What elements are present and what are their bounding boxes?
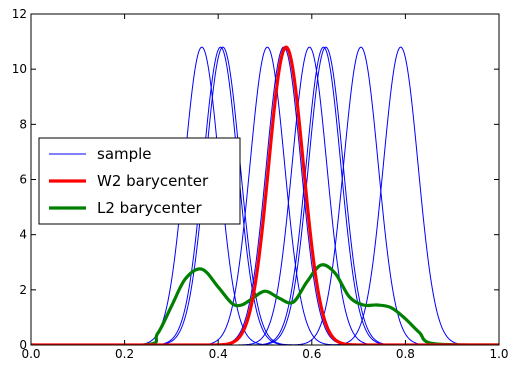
legend-label-2: W2 barycenter bbox=[97, 172, 209, 190]
l2-barycenter-line bbox=[31, 263, 499, 345]
sample-curve-8 bbox=[31, 46, 499, 345]
axis-ticks: 0.0 0.2 0.4 0.6 0.8 1.0 0 2 4 6 8 10 12 bbox=[12, 7, 509, 361]
sample-curve-6 bbox=[31, 46, 499, 345]
legend: sample W2 barycenter L2 barycenter bbox=[38, 137, 241, 225]
y-tick-label: 12 bbox=[12, 7, 27, 21]
legend-label-1: sample bbox=[97, 145, 152, 163]
x-tick-label: 1.0 bbox=[489, 347, 508, 361]
y-tick-label: 6 bbox=[19, 173, 27, 187]
x-tick-label: 0.2 bbox=[115, 347, 134, 361]
sample-curve-4 bbox=[31, 46, 499, 345]
y-tick-label: 2 bbox=[19, 283, 27, 297]
y-tick-label: 0 bbox=[19, 338, 27, 352]
legend-label-3: L2 barycenter bbox=[97, 199, 203, 217]
sample-curve-10 bbox=[31, 46, 499, 345]
sample-curve-5 bbox=[31, 46, 499, 345]
series-layer bbox=[31, 45, 499, 345]
y-tick-label: 4 bbox=[19, 228, 27, 242]
y-tick-label: 8 bbox=[19, 117, 27, 131]
x-tick-label: 0.8 bbox=[396, 347, 415, 361]
x-tick-label: 0.4 bbox=[209, 347, 228, 361]
sample-curve-3 bbox=[31, 46, 499, 345]
w2-barycenter-line bbox=[31, 45, 499, 345]
y-tick-label: 10 bbox=[12, 62, 27, 76]
x-tick-label: 0.0 bbox=[21, 347, 40, 361]
x-tick-label: 0.6 bbox=[302, 347, 321, 361]
